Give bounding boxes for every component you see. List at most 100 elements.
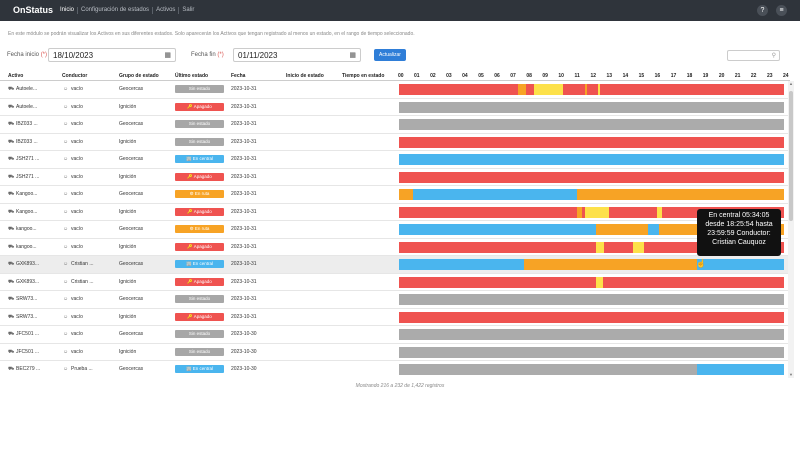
timeline-segment[interactable] (596, 224, 648, 235)
table-row[interactable]: ⛟ Kangoo... ☺ vacío Geocercas ⚙ En ruta 2023-1… (0, 186, 790, 204)
header-ultimo-estado[interactable]: Último estado (175, 73, 209, 79)
table-row[interactable]: ⛟ kangoo... ☺ vacío Geocercas ⚙ En ruta 2023-1… (0, 221, 790, 239)
state-timeline[interactable] (399, 171, 784, 183)
search-input[interactable]: ⚲ (727, 50, 780, 61)
timeline-segment[interactable] (399, 189, 414, 200)
table-row[interactable]: ⛟ JSH271 ... ☺ vacío Ignición 🔑 Apagado 2023-1… (0, 169, 790, 186)
timeline-segment[interactable] (581, 206, 586, 218)
timeline-segment[interactable] (577, 206, 582, 218)
timeline-segment[interactable] (577, 189, 784, 200)
header-fecha[interactable]: Fecha (231, 73, 246, 79)
table-scrollbar[interactable]: ▲ ▼ (788, 81, 794, 378)
state-timeline[interactable] (399, 276, 784, 288)
timeline-segment[interactable] (524, 259, 698, 270)
state-timeline[interactable] (399, 101, 784, 113)
timeline-segment[interactable] (399, 276, 597, 288)
asset-name[interactable]: kangoo... (16, 226, 37, 232)
asset-name[interactable]: Kangoo... (16, 208, 38, 215)
nav-activos[interactable]: Activos (152, 7, 178, 14)
header-grupo-estado[interactable]: Grupo de estado (119, 73, 159, 79)
state-timeline[interactable] (399, 154, 784, 165)
timeline-segment[interactable] (399, 171, 784, 183)
timeline-segment[interactable] (599, 84, 784, 95)
state-timeline[interactable] (399, 189, 784, 200)
calendar-icon[interactable]: ▦ (349, 52, 356, 59)
timeline-segment[interactable] (604, 241, 634, 253)
table-row[interactable]: ⛟ Autoele... ☺ vacío Geocercas Sin estado 2023… (0, 81, 790, 99)
state-timeline[interactable] (399, 259, 784, 270)
nav-salir[interactable]: Salir (178, 7, 197, 14)
table-row[interactable]: ⛟ JFC501 ... ☺ vacío Ignición Sin estado 2023-… (0, 344, 790, 361)
brand-logo[interactable]: OnStatus (13, 5, 54, 15)
timeline-segment[interactable] (399, 259, 525, 270)
timeline-segment[interactable] (517, 84, 526, 95)
asset-name[interactable]: IBZ033 ... (16, 138, 38, 145)
scroll-up-icon[interactable]: ▲ (789, 81, 793, 86)
timeline-segment[interactable] (585, 206, 610, 218)
timeline-segment[interactable] (399, 311, 784, 323)
timeline-segment[interactable] (399, 241, 597, 253)
header-activo[interactable]: Activo (8, 73, 24, 79)
asset-name[interactable]: Autoele... (16, 86, 38, 92)
asset-name[interactable]: JFC501 ... (16, 331, 40, 337)
timeline-segment[interactable] (697, 259, 784, 270)
asset-name[interactable]: JSH271 ... (16, 156, 40, 162)
timeline-segment[interactable] (399, 224, 597, 235)
state-timeline[interactable] (399, 119, 784, 130)
end-date-input[interactable]: 01/11/2023 ▦ (233, 48, 361, 62)
timeline-segment[interactable] (697, 364, 784, 375)
timeline-segment[interactable] (596, 241, 605, 253)
asset-name[interactable]: SRW73... (16, 296, 38, 302)
table-row[interactable]: ⛟ BEC279 ... ☺ Prueba ... Geocercas 🏢 En cent… (0, 361, 790, 378)
asset-name[interactable]: Autoele... (16, 103, 38, 110)
timeline-segment[interactable] (399, 136, 784, 148)
asset-name[interactable]: kangoo... (16, 243, 37, 250)
table-row[interactable]: ⛟ Kangoo... ☺ vacío Ignición 🔑 Apagado 2023-10… (0, 204, 790, 221)
timeline-segment[interactable] (609, 206, 658, 218)
calendar-icon[interactable]: ▦ (164, 52, 171, 59)
state-timeline[interactable] (399, 84, 784, 95)
asset-name[interactable]: BEC279 ... (16, 366, 41, 372)
header-inicio-estado[interactable]: Inicio de estado (286, 73, 324, 79)
menu-icon[interactable]: ≡ (776, 5, 787, 16)
nav-configuracion-estados[interactable]: Configuración de estados (77, 7, 152, 14)
state-timeline[interactable] (399, 136, 784, 148)
state-timeline[interactable] (399, 311, 784, 323)
table-row[interactable]: ⛟ Autoele... ☺ vacío Ignición 🔑 Apagado 2023-1… (0, 99, 790, 116)
timeline-segment[interactable] (586, 84, 598, 95)
table-row[interactable]: ⛟ kangoo... ☺ vacío Ignición 🔑 Apagado 2023-10… (0, 239, 790, 256)
timeline-segment[interactable] (399, 84, 518, 95)
table-row[interactable]: ⛟ JFC501 ... ☺ vacío Geocercas Sin estado 2023… (0, 326, 790, 344)
state-timeline[interactable] (399, 329, 784, 340)
asset-name[interactable]: Kangoo... (16, 191, 38, 197)
table-row[interactable]: ⛟ SRW73... ☺ vacío Ignición 🔑 Apagado 2023-10-… (0, 309, 790, 326)
nav-inicio[interactable]: Inicio (60, 7, 75, 13)
timeline-segment[interactable] (399, 154, 784, 165)
timeline-segment[interactable] (399, 206, 578, 218)
asset-name[interactable]: GXK893... (16, 261, 40, 267)
asset-name[interactable]: JFC501 ... (16, 348, 40, 355)
asset-name[interactable]: JSH271 ... (16, 173, 40, 180)
timeline-segment[interactable] (413, 189, 578, 200)
table-row[interactable]: ⛟ JSH271 ... ☺ vacío Geocercas 🏢 En central 20… (0, 151, 790, 169)
timeline-segment[interactable] (562, 84, 586, 95)
timeline-segment[interactable] (525, 84, 534, 95)
timeline-segment[interactable] (633, 241, 645, 253)
header-conductor[interactable]: Conductor (62, 73, 88, 79)
start-date-input[interactable]: 18/10/2023 ▦ (48, 48, 176, 62)
timeline-segment[interactable] (596, 276, 603, 288)
help-icon[interactable]: ? (757, 5, 768, 16)
state-timeline[interactable] (399, 294, 784, 305)
table-row[interactable]: ⛟ SRW73... ☺ vacío Geocercas Sin estado 2023-1… (0, 291, 790, 309)
timeline-segment[interactable] (597, 84, 600, 95)
asset-name[interactable]: GXK893... (16, 278, 40, 285)
timeline-segment[interactable] (585, 84, 587, 95)
table-row[interactable]: ⛟ IBZ033 ... ☺ vacío Geocercas Sin estado 2023… (0, 116, 790, 134)
timeline-segment[interactable] (602, 276, 784, 288)
timeline-segment[interactable] (647, 224, 659, 235)
timeline-segment[interactable] (533, 84, 563, 95)
state-timeline[interactable] (399, 346, 784, 358)
table-row[interactable]: ⛟ GXK893... ☺ Cristian ... Ignición 🔑 Apagado… (0, 274, 790, 291)
asset-name[interactable]: IBZ033 ... (16, 121, 38, 127)
timeline-segment[interactable] (657, 206, 663, 218)
